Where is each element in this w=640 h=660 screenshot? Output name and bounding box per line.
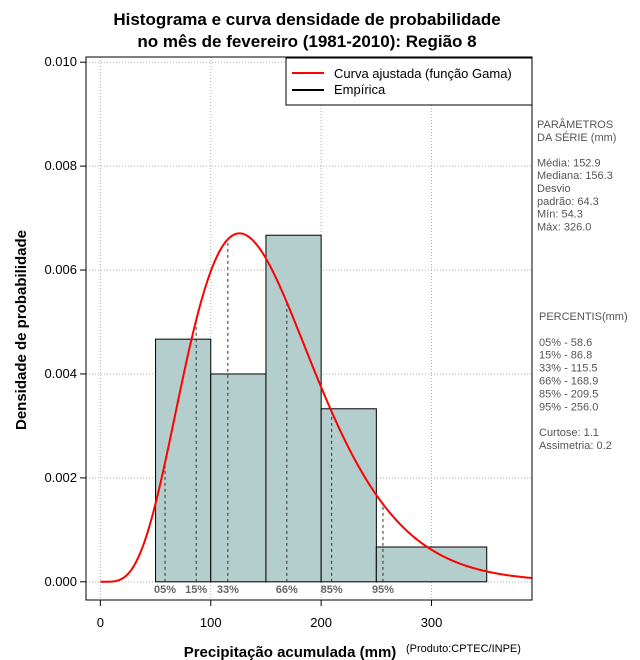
percentile-label: 66% xyxy=(276,584,298,596)
density-curve-group xyxy=(100,232,533,583)
y-axis: 0.000 0.002 0.004 0.006 0.008 0.010 xyxy=(44,54,86,589)
series-parameters-panel: PARÂMETROS DA SÉRIE (mm) Média: 152.9Medi… xyxy=(537,118,616,233)
y-tick-label: 0.006 xyxy=(44,262,77,277)
percentile-lines xyxy=(164,239,384,582)
percentile-line-text: Curtose: 1.1 xyxy=(539,427,599,439)
stats-line: Mín: 54.3 xyxy=(537,209,583,221)
legend-label-empirical: Empírica xyxy=(334,82,386,97)
y-tick-label: 0.010 xyxy=(44,54,77,69)
credit-text: (Produto:CPTEC/INPE) xyxy=(406,643,521,655)
histogram-bar xyxy=(210,373,267,583)
histogram-bar xyxy=(375,546,488,583)
percentile-label: 85% xyxy=(321,584,343,596)
stats-line: PARÂMETROS xyxy=(537,118,613,131)
legend: Curva ajustada (função Gama) Empírica xyxy=(285,57,533,106)
percentiles-panel: PERCENTIS(mm) 05% - 58.615% - 86.833% - 1… xyxy=(539,311,628,452)
percentile-line-text: 15% - 86.8 xyxy=(539,350,592,362)
percentile-label: 15% xyxy=(185,584,207,596)
y-tick-label: 0.000 xyxy=(44,574,77,589)
percentile-label: 95% xyxy=(372,584,394,596)
percentile-label: 33% xyxy=(217,584,239,596)
plot-frame xyxy=(85,56,533,601)
legend-label-curve: Curva ajustada (função Gama) xyxy=(334,66,512,81)
x-tick-label: 300 xyxy=(421,615,443,630)
percentile-line-text: PERCENTIS(mm) xyxy=(539,311,628,323)
stats-line: DA SÉRIE (mm) xyxy=(537,131,616,144)
percentile-line-text: 33% - 115.5 xyxy=(539,363,598,375)
stats-line: Máx: 326.0 xyxy=(537,221,591,233)
percentile-line-text: 95% - 256.0 xyxy=(539,401,598,413)
chart-title-line2: no mês de fevereiro (1981-2010): Região … xyxy=(137,32,476,51)
stats-line: padrão: 64.3 xyxy=(537,196,599,208)
percentile-label: 05% xyxy=(154,584,176,596)
percentile-line-text: Assimetria: 0.2 xyxy=(539,440,612,452)
y-axis-title: Densidade de probabilidade xyxy=(13,230,30,430)
y-tick-label: 0.004 xyxy=(44,366,77,381)
legend-box xyxy=(285,57,533,106)
x-axis: 0 100 200 300 xyxy=(97,600,443,630)
x-tick-label: 0 xyxy=(97,615,104,630)
percentile-line-text: 85% - 209.5 xyxy=(539,388,598,400)
histogram-bar xyxy=(320,408,377,583)
stats-line: Mediana: 156.3 xyxy=(537,170,613,182)
stats-line: Desvio xyxy=(537,183,571,195)
x-tick-label: 100 xyxy=(200,615,222,630)
stats-line: Média: 152.9 xyxy=(537,157,601,169)
x-axis-title: Precipitação acumulada (mm) xyxy=(184,644,397,660)
percentile-line-text: 66% - 168.9 xyxy=(539,376,598,388)
y-tick-label: 0.008 xyxy=(44,158,77,173)
x-tick-label: 200 xyxy=(310,615,332,630)
y-tick-label: 0.002 xyxy=(44,470,77,485)
percentile-labels: 05% 15% 33% 66% 85% 95% xyxy=(154,584,394,596)
histogram-bar xyxy=(265,234,322,583)
density-curve xyxy=(100,232,533,583)
percentile-line-text: 05% - 58.6 xyxy=(539,337,592,349)
chart-title-line1: Histograma e curva densidade de probabil… xyxy=(113,10,500,29)
histogram-bars xyxy=(155,234,488,583)
